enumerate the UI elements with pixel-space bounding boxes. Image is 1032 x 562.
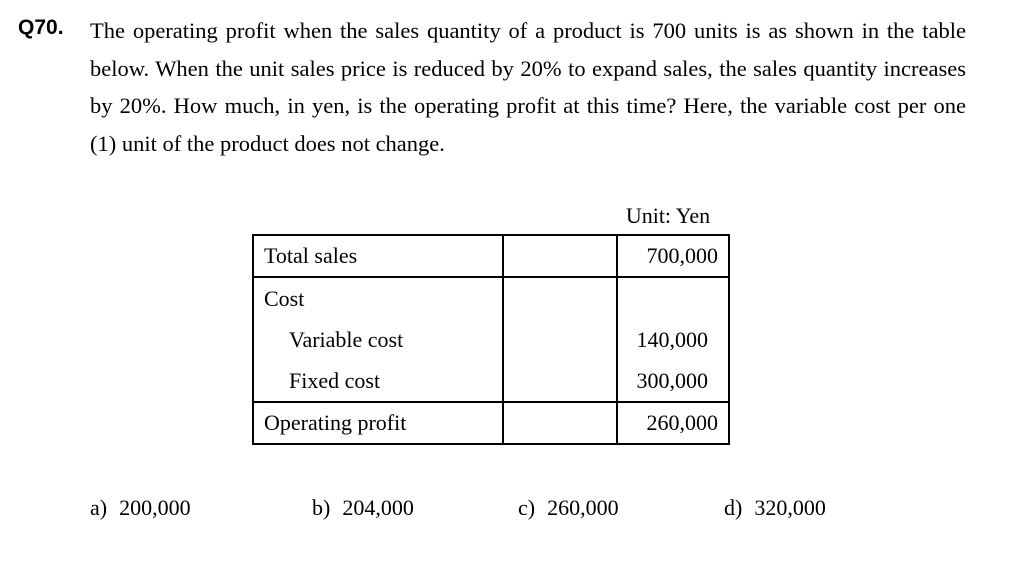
fixed-cost-value: 300,000	[636, 368, 709, 393]
operating-profit-value: 260,000	[616, 401, 730, 445]
answer-choice-d[interactable]: d) 320,000	[724, 494, 826, 522]
choice-value: 260,000	[547, 495, 619, 520]
question-text: The operating profit when the sales quan…	[90, 18, 966, 156]
table-row-total-sales: Total sales 700,000	[252, 234, 730, 278]
operating-profit-label: Operating profit	[252, 401, 504, 445]
choice-letter: d)	[724, 495, 743, 520]
choice-letter: a)	[90, 495, 108, 520]
table-row-operating-profit: Operating profit 260,000	[252, 401, 730, 445]
choice-letter: c)	[518, 495, 536, 520]
choice-letter: b)	[312, 495, 331, 520]
table-row-cost: Cost Variable cost Fixed cost 140,000 30…	[252, 276, 730, 403]
answer-choice-c[interactable]: c) 260,000	[518, 494, 619, 522]
total-sales-label: Total sales	[252, 234, 504, 278]
variable-cost-label: Variable cost	[289, 327, 404, 352]
cost-value-empty	[628, 278, 718, 319]
choice-value: 204,000	[342, 495, 414, 520]
question-number: Q70.	[18, 16, 64, 39]
answer-choice-a[interactable]: a) 200,000	[90, 494, 191, 522]
empty-cell	[502, 234, 618, 278]
empty-cell	[502, 401, 618, 445]
unit-label: Unit: Yen	[625, 203, 711, 228]
answer-choice-b[interactable]: b) 204,000	[312, 494, 414, 522]
profit-table: Total sales 700,000 Cost Variable cost F…	[252, 234, 730, 445]
cost-values-cell: 140,000 300,000	[616, 276, 730, 403]
choice-value: 320,000	[754, 495, 826, 520]
fixed-cost-label: Fixed cost	[289, 368, 381, 393]
empty-cell	[502, 276, 618, 403]
cost-label: Cost	[264, 286, 305, 311]
variable-cost-value: 140,000	[636, 327, 709, 352]
choice-value: 200,000	[119, 495, 191, 520]
cost-cell: Cost Variable cost Fixed cost	[252, 276, 504, 403]
total-sales-value: 700,000	[616, 234, 730, 278]
